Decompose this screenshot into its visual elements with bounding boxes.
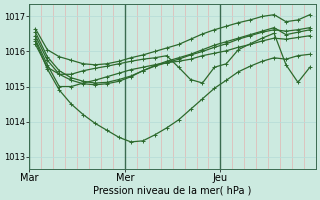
X-axis label: Pression niveau de la mer( hPa ): Pression niveau de la mer( hPa ) (93, 186, 252, 196)
